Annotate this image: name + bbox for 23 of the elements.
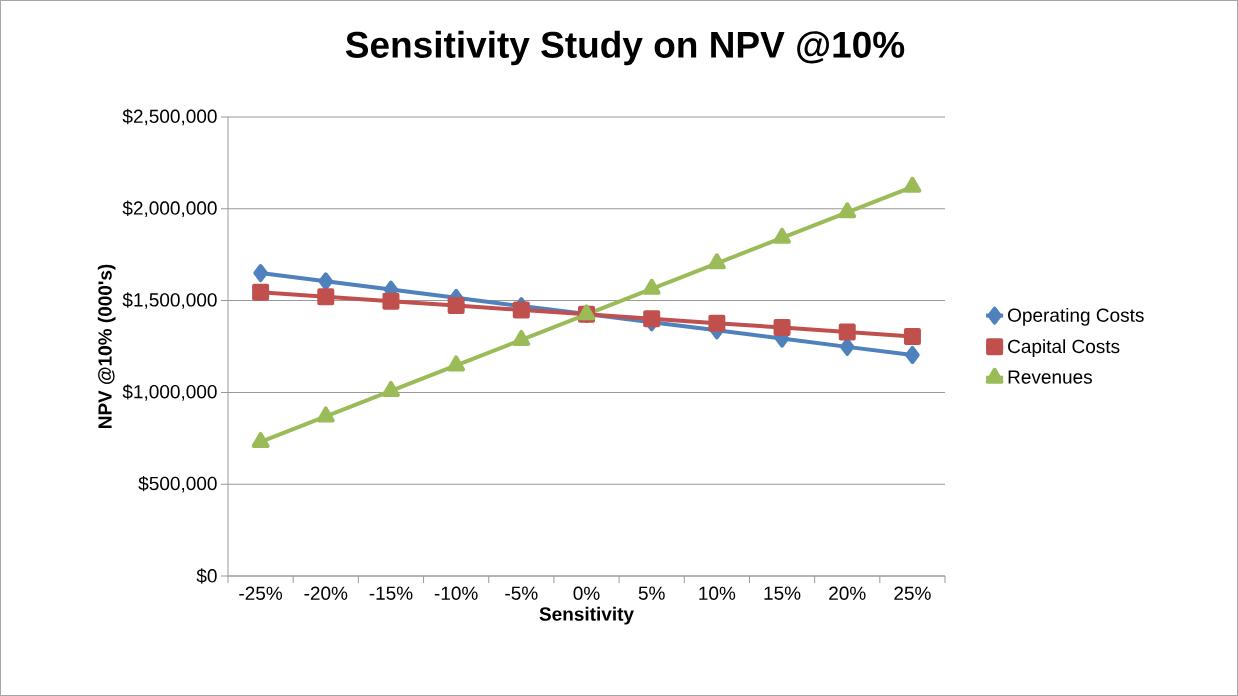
x-tick-label: 25%: [894, 586, 931, 600]
y-tick-label: $1,500,000: [122, 292, 217, 309]
y-tick-label: $0: [196, 568, 217, 584]
y-axis-title: NPV @10% (000's): [97, 264, 116, 429]
x-tick-label: 20%: [829, 586, 866, 600]
x-tick-label: 10%: [699, 586, 736, 600]
chart-title: Sensitivity Study on NPV @10%: [345, 30, 905, 66]
x-tick-label: -10%: [434, 586, 478, 600]
y-tick-label: $2,500,000: [122, 108, 217, 126]
x-tick-label: 5%: [638, 586, 665, 600]
x-axis-title: Sensitivity: [539, 606, 634, 625]
y-tick-label: $2,000,000: [122, 200, 217, 218]
legend-label: Operating Costs: [1008, 307, 1144, 326]
x-tick-label: -15%: [369, 586, 413, 600]
x-tick-label: -5%: [505, 586, 538, 600]
y-tick-label: $500,000: [138, 475, 217, 493]
x-tick-label: 0%: [573, 586, 600, 600]
y-tick-label: $1,000,000: [122, 384, 217, 401]
x-tick-label: -20%: [304, 586, 348, 600]
legend-label: Revenues: [1008, 370, 1092, 384]
legend-label: Capital Costs: [1008, 339, 1120, 357]
x-tick-label: -25%: [239, 586, 283, 600]
x-tick-label: 15%: [764, 586, 801, 600]
